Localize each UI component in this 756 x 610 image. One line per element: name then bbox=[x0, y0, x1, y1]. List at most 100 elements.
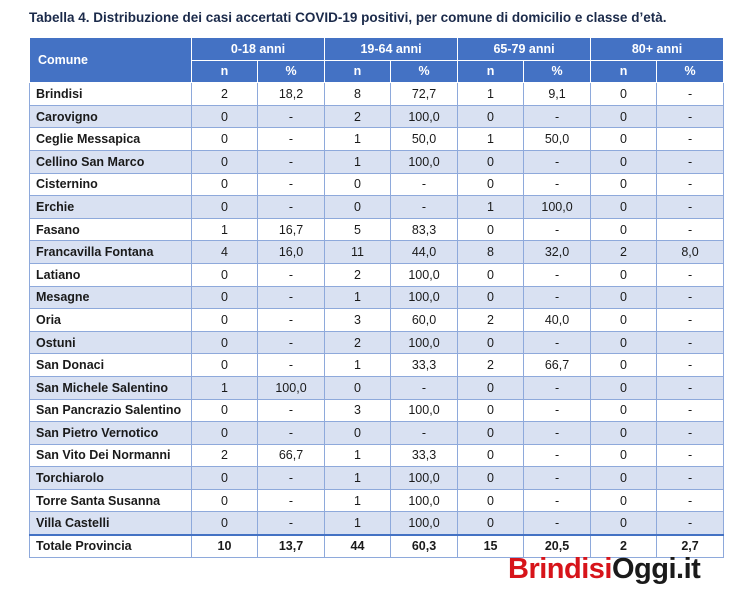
count-cell: 1 bbox=[324, 466, 391, 490]
percent-cell: - bbox=[523, 262, 592, 287]
table-caption: Tabella 4. Distribuzione dei casi accert… bbox=[29, 10, 667, 25]
percent-cell: - bbox=[257, 466, 325, 490]
percent-cell: 100,0 bbox=[389, 398, 459, 423]
count-cell: 0 bbox=[191, 353, 258, 377]
percent-cell: - bbox=[523, 330, 592, 355]
table-row: Francavilla Fontana 4 16,0 11 44,0 8 32,0 2 8,0 bbox=[29, 240, 725, 264]
count-cell: 0 bbox=[590, 398, 658, 423]
percent-cell: - bbox=[656, 217, 725, 242]
count-cell: 1 bbox=[324, 285, 391, 310]
percent-cell: - bbox=[523, 443, 592, 468]
comune-cell: Cellino San Marco bbox=[29, 149, 192, 174]
count-cell: 2 bbox=[590, 533, 658, 558]
count-cell: 15 bbox=[457, 533, 525, 558]
count-cell: 4 bbox=[191, 240, 258, 264]
count-cell: 0 bbox=[590, 308, 658, 332]
count-cell: 0 bbox=[191, 172, 258, 197]
count-cell: 3 bbox=[324, 398, 391, 423]
percent-cell: 100,0 bbox=[389, 488, 459, 513]
table-row: Cisternino 0-0-0-0- bbox=[29, 172, 725, 197]
percent-cell: - bbox=[656, 82, 725, 106]
count-cell: 1 bbox=[457, 195, 525, 219]
count-cell: 1 bbox=[324, 127, 391, 151]
column-header-comune: Comune bbox=[29, 36, 192, 84]
percent-cell: - bbox=[389, 421, 459, 445]
table-body: Brindisi 2 18,2 8 72,7 1 9,1 0- Carovigno 0-2 100,… bbox=[29, 82, 725, 558]
percent-cell: - bbox=[257, 398, 325, 423]
count-cell: 0 bbox=[457, 104, 525, 129]
count-cell: 1 bbox=[191, 217, 258, 242]
percent-cell: 100,0 bbox=[389, 466, 459, 490]
subheader-n: n bbox=[324, 59, 391, 84]
count-cell: 1 bbox=[324, 488, 391, 513]
percent-cell: - bbox=[523, 466, 592, 490]
comune-cell: Torchiarolo bbox=[29, 466, 192, 490]
table-row: Brindisi 2 18,2 8 72,7 1 9,1 0- bbox=[29, 82, 725, 106]
comune-cell: Erchie bbox=[29, 195, 192, 219]
count-cell: 0 bbox=[590, 82, 658, 106]
count-cell: 2 bbox=[324, 104, 391, 129]
comune-cell: Carovigno bbox=[29, 104, 192, 129]
percent-cell: 2,7 bbox=[656, 533, 725, 558]
percent-cell: 100,0 bbox=[389, 262, 459, 287]
cases-table: Comune 0-18 anni 19-64 anni 65-79 anni 8… bbox=[29, 36, 725, 558]
count-cell: 1 bbox=[457, 127, 525, 151]
column-group-80-plus: 80+ anni bbox=[590, 37, 725, 61]
percent-cell: - bbox=[389, 195, 459, 219]
comune-cell: Villa Castelli bbox=[29, 511, 192, 536]
percent-cell: - bbox=[656, 285, 725, 310]
subheader-percent: % bbox=[257, 59, 325, 84]
count-cell: 0 bbox=[457, 421, 525, 445]
table-row: San Donaci 0-1 33,3 2 66,7 0- bbox=[29, 353, 725, 377]
percent-cell: - bbox=[257, 195, 325, 219]
percent-cell: 100,0 bbox=[389, 330, 459, 355]
count-cell: 2 bbox=[191, 82, 258, 106]
count-cell: 2 bbox=[191, 443, 258, 468]
percent-cell: - bbox=[523, 172, 592, 197]
percent-cell: 16,7 bbox=[257, 217, 325, 242]
percent-cell: - bbox=[257, 421, 325, 445]
percent-cell: - bbox=[656, 330, 725, 355]
subheader-percent: % bbox=[656, 59, 725, 84]
percent-cell: - bbox=[523, 285, 592, 310]
count-cell: 1 bbox=[324, 149, 391, 174]
percent-cell: 66,7 bbox=[257, 443, 325, 468]
percent-cell: - bbox=[523, 149, 592, 174]
comune-cell: Mesagne bbox=[29, 285, 192, 310]
comune-cell: Ceglie Messapica bbox=[29, 127, 192, 151]
percent-cell: - bbox=[656, 511, 725, 536]
comune-cell: San Donaci bbox=[29, 353, 192, 377]
comune-cell: San Vito Dei Normanni bbox=[29, 443, 192, 468]
percent-cell: - bbox=[389, 375, 459, 400]
column-group-65-79: 65-79 anni bbox=[457, 37, 592, 61]
percent-cell: - bbox=[257, 262, 325, 287]
count-cell: 0 bbox=[590, 285, 658, 310]
percent-cell: 16,0 bbox=[257, 240, 325, 264]
comune-cell: Oria bbox=[29, 308, 192, 332]
subheader-percent: % bbox=[389, 59, 459, 84]
percent-cell: 100,0 bbox=[389, 149, 459, 174]
subheader-n: n bbox=[457, 59, 525, 84]
table-row: San Vito Dei Normanni 2 66,7 1 33,3 0-0- bbox=[29, 443, 725, 468]
count-cell: 0 bbox=[324, 375, 391, 400]
count-cell: 0 bbox=[191, 285, 258, 310]
table-row: Mesagne 0-1 100,0 0-0- bbox=[29, 285, 725, 310]
comune-cell: Torre Santa Susanna bbox=[29, 488, 192, 513]
count-cell: 0 bbox=[590, 149, 658, 174]
percent-cell: - bbox=[523, 398, 592, 423]
percent-cell: 8,0 bbox=[656, 240, 725, 264]
count-cell: 0 bbox=[191, 104, 258, 129]
count-cell: 0 bbox=[590, 217, 658, 242]
comune-cell: Francavilla Fontana bbox=[29, 240, 192, 264]
count-cell: 0 bbox=[457, 149, 525, 174]
count-cell: 10 bbox=[191, 533, 258, 558]
count-cell: 2 bbox=[457, 308, 525, 332]
count-cell: 3 bbox=[324, 308, 391, 332]
count-cell: 0 bbox=[457, 511, 525, 536]
percent-cell: 9,1 bbox=[523, 82, 592, 106]
table-row: Ostuni 0-2 100,0 0-0- bbox=[29, 330, 725, 355]
percent-cell: - bbox=[656, 104, 725, 129]
percent-cell: - bbox=[257, 353, 325, 377]
percent-cell: - bbox=[523, 511, 592, 536]
comune-cell: San Pancrazio Salentino bbox=[29, 398, 192, 423]
